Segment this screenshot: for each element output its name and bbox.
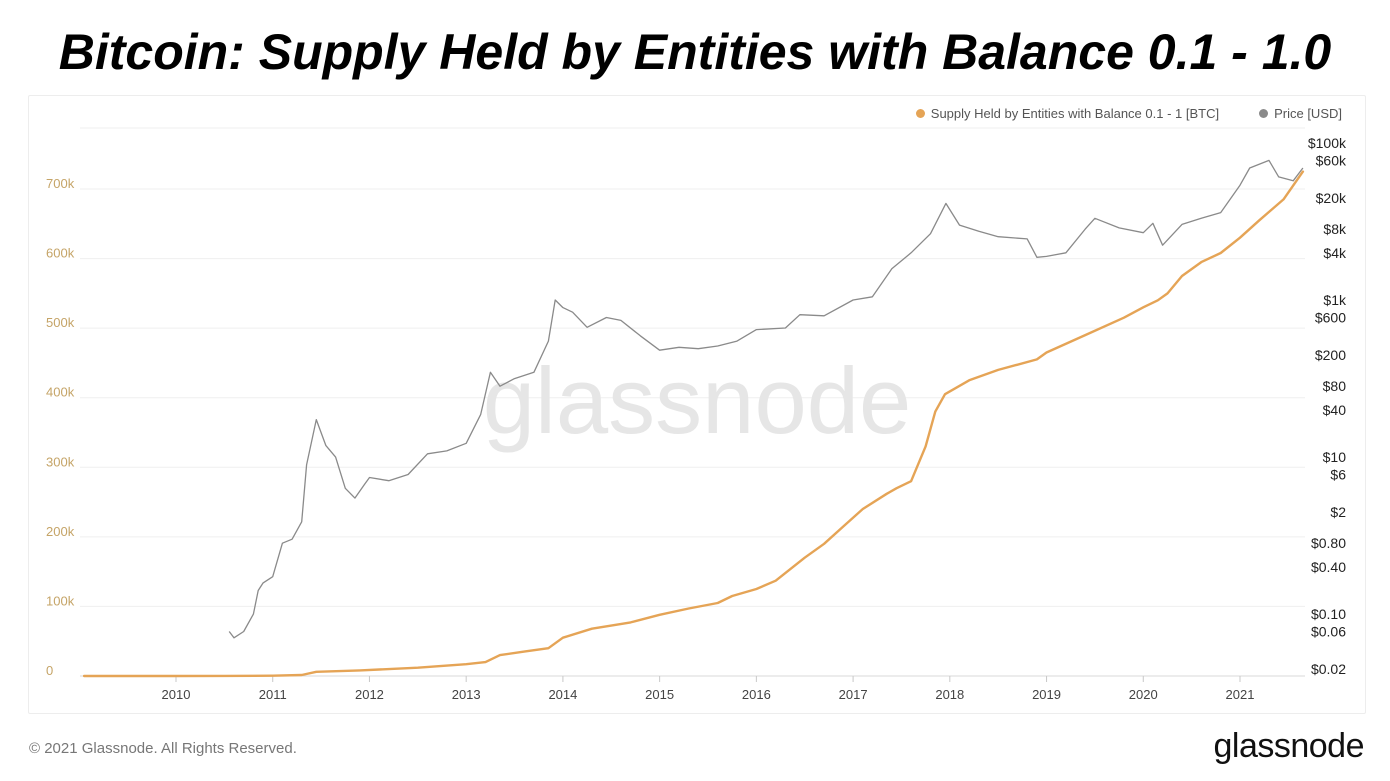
x-tick-label: 2016 [742, 687, 771, 702]
x-axis: 2010 2011 2012 2013 2014 2015 2016 2017 2018 2019… [162, 676, 1255, 702]
glassnode-logo[interactable]: glassnode [1213, 727, 1364, 765]
y-right-tick-label: $200 [1315, 347, 1346, 363]
legend-item-supply[interactable]: Supply Held by Entities with Balance 0.1… [915, 106, 1220, 121]
y-left-tick-label: 0 [46, 663, 53, 678]
y-right-tick-label: $6 [1330, 466, 1346, 482]
y-right-tick-label: $600 [1315, 309, 1346, 325]
y-right-tick-label: $0.10 [1311, 606, 1346, 622]
y-right-tick-label: $8k [1323, 221, 1347, 237]
x-tick-label: 2013 [452, 687, 481, 702]
y-right-tick-label: $0.02 [1311, 661, 1346, 677]
y-right-tick-label: $2 [1330, 504, 1346, 520]
y-right-tick-label: $60k [1316, 152, 1347, 168]
y-right-tick-label: $0.40 [1311, 559, 1346, 575]
supply-series-line [82, 170, 1305, 678]
page-title: Bitcoin: Supply Held by Entities with Ba… [58, 24, 1332, 80]
y-left-tick-label: 400k [46, 385, 75, 400]
y-right-tick-label: $100k [1308, 135, 1347, 151]
legend-item-price[interactable]: Price [USD] [1259, 106, 1342, 121]
y-right-tick-label: $20k [1316, 190, 1347, 206]
chart-panel [28, 95, 1366, 714]
x-tick-label: 2020 [1129, 687, 1158, 702]
y-left-tick-label: 300k [46, 454, 75, 469]
footer-copyright: © 2021 Glassnode. All Rights Reserved. [29, 740, 297, 757]
legend-marker-price [1259, 109, 1269, 118]
y-left-tick-label: 500k [46, 315, 75, 330]
x-tick-label: 2012 [355, 687, 384, 702]
x-tick-label: 2014 [548, 687, 577, 702]
y-right-tick-label: $1k [1323, 292, 1347, 308]
watermark: glassnode [483, 348, 912, 453]
x-tick-label: 2018 [935, 687, 964, 702]
x-tick-label: 2019 [1032, 687, 1061, 702]
legend-marker-supply [915, 109, 925, 118]
x-tick-label: 2010 [162, 687, 191, 702]
chart-legend: Supply Held by Entities with Balance 0.1… [915, 106, 1342, 121]
x-tick-label: 2017 [839, 687, 868, 702]
y-right-tick-label: $4k [1323, 245, 1347, 261]
x-tick-label: 2015 [645, 687, 674, 702]
y-left-tick-label: 100k [46, 593, 75, 608]
y-right-tick-label: $0.06 [1311, 624, 1346, 640]
y-right-tick-label: $10 [1323, 449, 1347, 465]
right-axis: $0.02 $0.06 $0.10 $0.40 $0.80 $2 $6$10 $40 $80 $2… [1308, 135, 1347, 677]
y-right-tick-label: $0.80 [1311, 535, 1346, 551]
x-tick-label: 2021 [1226, 687, 1255, 702]
price-series-line [228, 159, 1304, 639]
y-left-tick-label: 600k [46, 246, 75, 261]
legend-label-supply: Supply Held by Entities with Balance 0.1… [930, 106, 1220, 121]
y-right-tick-label: $80 [1323, 378, 1347, 394]
y-left-tick-label: 700k [46, 176, 75, 191]
x-tick-label: 2011 [259, 687, 287, 702]
left-axis: 0 100k 200k 300k 400k 500k 600k 700k [46, 176, 75, 678]
legend-label-price: Price [USD] [1274, 106, 1342, 121]
y-right-tick-label: $40 [1323, 402, 1347, 418]
y-left-tick-label: 200k [46, 524, 75, 539]
